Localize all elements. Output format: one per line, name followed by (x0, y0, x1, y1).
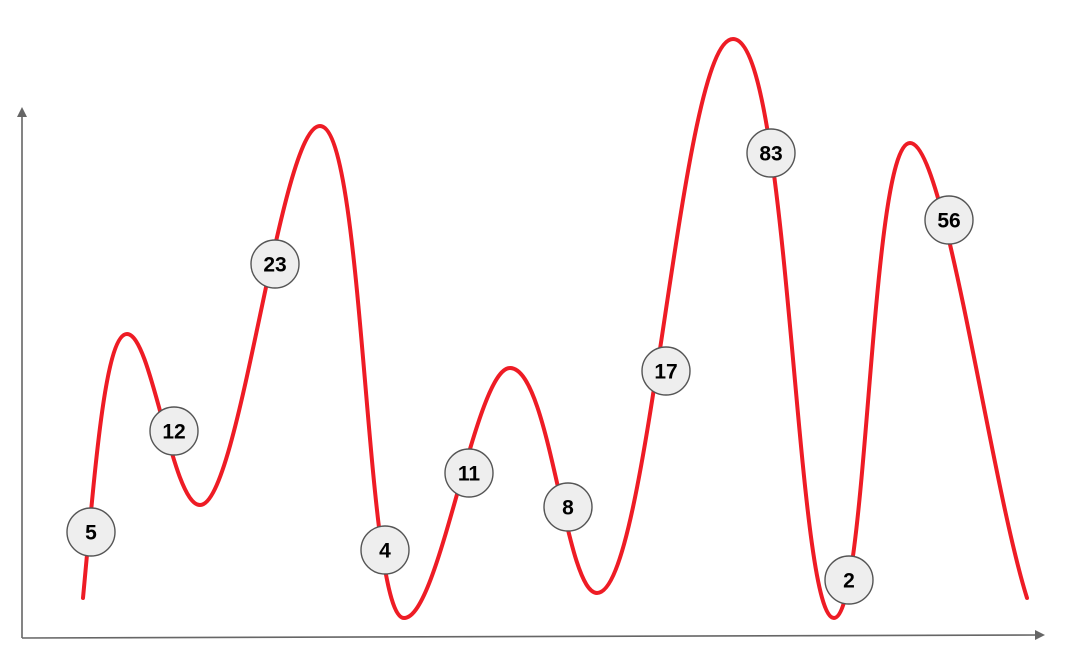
label-bubble: 56 (924, 195, 974, 245)
label-bubble: 17 (641, 346, 691, 396)
x-axis (21, 630, 1045, 641)
bubble-label: 4 (379, 540, 391, 563)
label-bubble: 5 (66, 507, 116, 557)
label-bubble: 23 (250, 239, 300, 289)
bubble-circle (924, 195, 974, 245)
bubble-circle (360, 525, 410, 575)
label-bubble: 83 (746, 128, 796, 178)
bubble-circle (824, 555, 874, 605)
bubble-label: 23 (263, 254, 286, 277)
label-bubble: 12 (149, 406, 199, 456)
bubble-circle (543, 482, 593, 532)
bubble-circle (641, 346, 691, 396)
bubble-circle (250, 239, 300, 289)
bubble-label: 12 (162, 421, 185, 444)
wave-curve (81, 36, 1029, 621)
bubble-circle (444, 448, 494, 498)
bubble-circle (746, 128, 796, 178)
bubble-label: 56 (937, 210, 960, 233)
bubble-label: 83 (759, 143, 782, 166)
label-bubble: 4 (360, 525, 410, 575)
bubble-circle (149, 406, 199, 456)
label-bubble: 11 (444, 448, 494, 498)
label-bubble: 8 (543, 482, 593, 532)
label-bubble: 2 (824, 555, 874, 605)
bubble-circle (66, 507, 116, 557)
bubble-label: 17 (654, 361, 677, 384)
bubble-label: 8 (562, 497, 574, 520)
bubble-label: 2 (843, 570, 855, 593)
bubble-label: 11 (458, 463, 481, 486)
bubble-label: 5 (85, 522, 97, 545)
